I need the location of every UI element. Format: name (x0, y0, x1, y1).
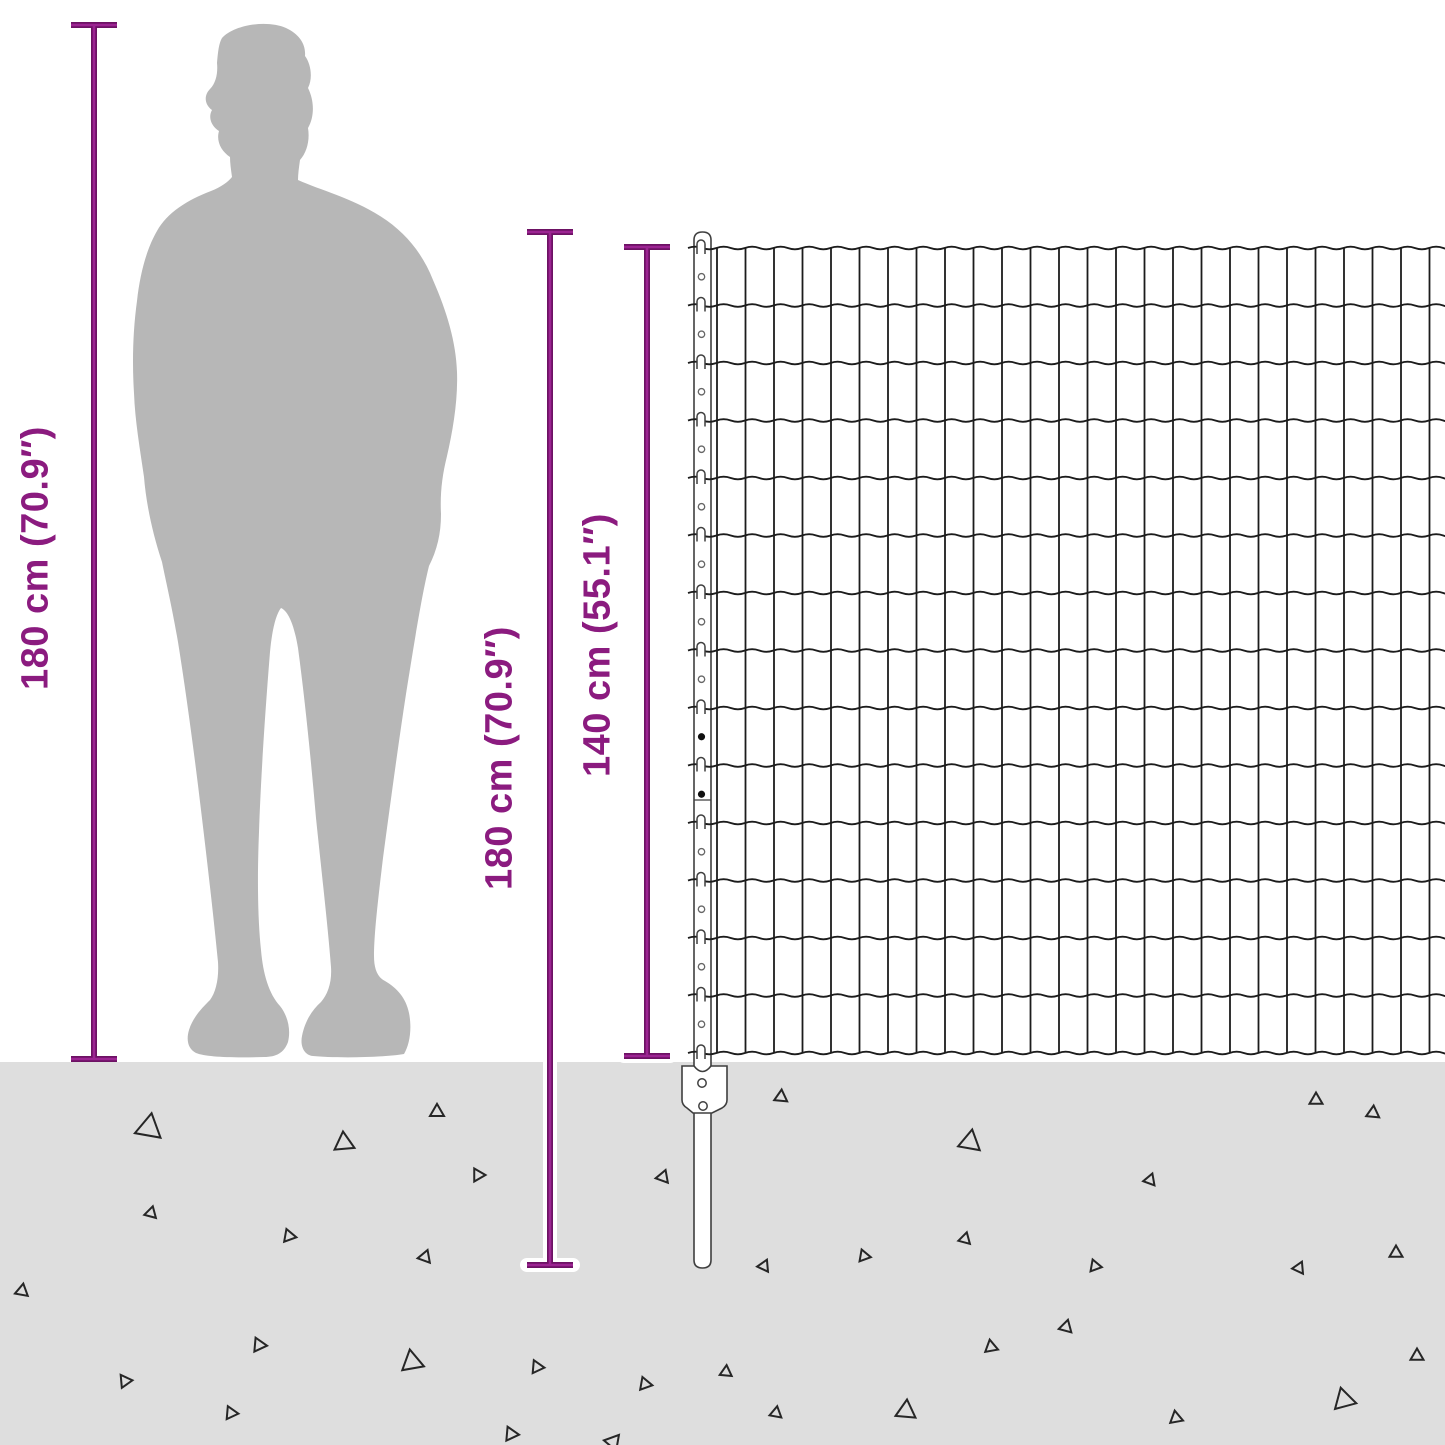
post-total-height-label: 180 cm (70.9″) (478, 626, 521, 890)
post-hooks (696, 239, 706, 1059)
post-holes (694, 272, 711, 1029)
mesh-horizontal-wires (687, 245, 1445, 1056)
ground (0, 1062, 1445, 1445)
mesh-vertical-wires (716, 248, 1431, 1053)
person-height-line-highlight (71, 23, 117, 1061)
fence-above-ground-height-line-highlight (624, 245, 670, 1058)
fence-above-ground-height-halo (617, 240, 677, 1063)
fence-post (693, 231, 712, 1075)
fence-height-label: 140 cm (55.1″) (576, 513, 619, 777)
person-height-line (71, 22, 117, 1062)
human-silhouette (133, 23, 458, 1058)
person-height-label: 180 cm (70.9″) (14, 426, 57, 690)
fence-above-ground-height-line (624, 244, 670, 1059)
